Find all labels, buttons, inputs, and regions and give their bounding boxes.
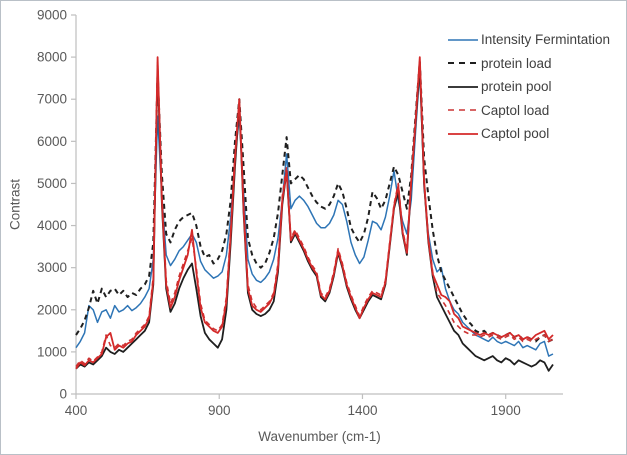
series-captol-pool <box>75 56 554 370</box>
legend-label: protein load <box>481 55 552 71</box>
y-tick-label: 4000 <box>37 218 67 233</box>
x-axis-title: Wavenumber (cm-1) <box>258 429 381 444</box>
x-tick-label: 1400 <box>347 403 377 418</box>
legend-label: Intensity Fermintation <box>481 32 611 48</box>
legend-label: Captol pool <box>481 126 550 142</box>
legend-label: protein pool <box>481 79 552 95</box>
legend-line-sample <box>448 85 478 88</box>
y-axis-title: Contrast <box>7 178 23 231</box>
legend-line-sample <box>448 39 478 41</box>
legend-line-sample <box>448 109 478 112</box>
y-tick-label: 3000 <box>37 260 67 275</box>
legend-item-captol-load: Captol load <box>448 99 610 123</box>
legend-item-intensity-fermintation: Intensity Fermintation <box>448 28 610 52</box>
y-tick-label: 6000 <box>37 134 67 149</box>
y-tick-label: 0 <box>59 387 67 402</box>
y-tick-label: 8000 <box>37 50 67 65</box>
legend-line-sample <box>448 62 478 65</box>
y-tick-label: 7000 <box>37 92 67 107</box>
x-tick-label: 1900 <box>491 403 521 418</box>
legend-label: Captol load <box>481 102 550 118</box>
legend-line-sample <box>448 132 478 135</box>
legend-item-protein-load: protein load <box>448 52 610 76</box>
y-tick-label: 1000 <box>37 344 67 359</box>
y-tick-label: 2000 <box>37 302 67 317</box>
legend-item-captol-pool: Captol pool <box>448 122 610 146</box>
x-tick-label: 400 <box>65 403 88 418</box>
y-tick-label: 5000 <box>37 176 67 191</box>
legend-item-protein-pool: protein pool <box>448 75 610 99</box>
x-tick-label: 900 <box>208 403 231 418</box>
y-tick-label: 9000 <box>37 8 67 23</box>
legend: Intensity Fermintation protein load protei… <box>448 28 610 146</box>
